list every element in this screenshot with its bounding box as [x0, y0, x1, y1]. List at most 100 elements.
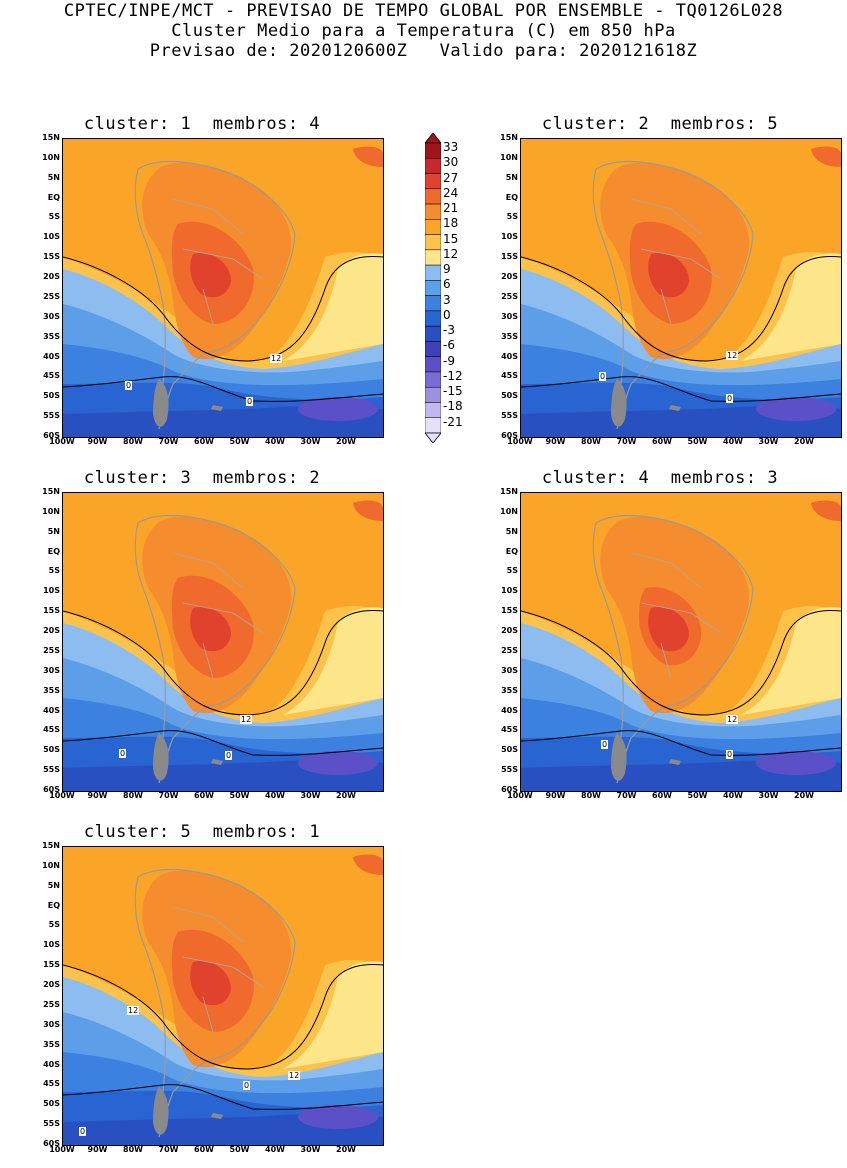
colorbar-label: -18	[443, 399, 463, 414]
lat-tick-label: 55S	[43, 765, 60, 775]
lat-tick-label: 50S	[43, 745, 60, 755]
lat-tick-label: 35S	[501, 685, 518, 695]
coastline	[137, 514, 296, 784]
cold-core	[756, 397, 836, 421]
contour-label: 12	[270, 354, 283, 363]
lat-tick-label: 50S	[43, 391, 60, 401]
temp-field-ne-warm	[353, 146, 383, 167]
cluster-panel-title: cluster: 4 membros: 3	[541, 468, 779, 488]
lon-tick-label: 50W	[687, 791, 708, 800]
coastline	[595, 514, 754, 784]
lon-tick-label: 80W	[581, 437, 601, 446]
lat-tick-label: 5S	[48, 212, 60, 222]
contour-label: 12	[240, 715, 253, 724]
country-borders	[172, 198, 264, 325]
lat-tick-label: 60S	[501, 785, 518, 794]
colorbar-swatch	[424, 234, 442, 251]
contour-12	[521, 609, 841, 716]
lon-tick-label: 40W	[723, 437, 743, 446]
temperature-map: 12 0 0	[520, 138, 842, 438]
falklands	[211, 1113, 223, 1119]
lat-tick-label: 30S	[501, 665, 518, 675]
cold-core	[298, 397, 378, 421]
lon-tick-label: 40W	[723, 791, 743, 800]
contour-label: 0	[79, 1127, 87, 1136]
colorbar-swatch	[424, 371, 442, 388]
figure-title-line1: CPTEC/INPE/MCT - PREVISAO DE TEMPO GLOBA…	[63, 1, 784, 21]
colorbar-swatch	[424, 142, 442, 159]
temp-field-ne-warm	[811, 500, 841, 521]
coastline-west	[134, 168, 166, 385]
cluster-panel-5: cluster: 5 membros: 1 12 12 0 0 15N 10N 5N EQ 5S 1…	[32, 818, 384, 1168]
map-svg	[63, 493, 383, 791]
lat-tick-label: 60S	[501, 431, 518, 440]
lat-tick-label: 10N	[42, 860, 60, 870]
contour-12	[63, 255, 383, 362]
lat-tick-label: 45S	[43, 371, 60, 381]
lat-tick-label: 50S	[43, 1099, 60, 1109]
contour-12	[63, 609, 383, 716]
lat-tick-label: 45S	[501, 725, 518, 735]
lon-tick-label: 90W	[545, 437, 566, 446]
contour-12	[521, 255, 841, 362]
lon-tick-label: 90W	[87, 791, 108, 800]
lon-tick-label: 60W	[194, 1145, 214, 1154]
contour-label: 12	[726, 715, 739, 724]
colorbar-swatch	[424, 280, 442, 296]
lat-tick-label: 10N	[500, 506, 518, 516]
temp-field-9-12	[283, 253, 383, 361]
contour-label: 0	[246, 397, 254, 406]
lon-tick-label: 30W	[300, 1145, 321, 1154]
lon-tick-label: 30W	[758, 437, 779, 446]
lat-tick-label: 5S	[506, 566, 518, 576]
lat-tick-label: 20S	[501, 626, 518, 636]
contour-0	[63, 730, 383, 756]
lat-tick-label: EQ	[47, 900, 60, 910]
cold-core	[298, 751, 378, 775]
lon-tick-label: 60W	[194, 437, 214, 446]
colorbar-swatch	[424, 310, 442, 327]
lat-tick-label: 20S	[43, 626, 60, 636]
temp-field-ne-warm	[353, 854, 383, 875]
lat-tick-label: 5N	[505, 526, 518, 536]
lat-tick-label: 20S	[501, 272, 518, 282]
colorbar-label: -21	[443, 414, 463, 429]
lon-tick-label: 40W	[265, 791, 285, 800]
lat-tick-label: 20S	[43, 980, 60, 990]
contour-label: 12	[726, 351, 739, 360]
map-svg	[521, 493, 841, 791]
lat-tick-label: 5S	[48, 920, 60, 930]
patagonia-land	[153, 1087, 169, 1135]
patagonia-land	[611, 379, 627, 427]
contour-label: 12	[288, 1071, 301, 1080]
colorbar-swatch	[424, 219, 442, 235]
lon-tick-label: 80W	[123, 437, 143, 446]
colorbar-label: 27	[443, 170, 459, 185]
colorbar-swatch	[424, 188, 442, 205]
cluster-panel-title: cluster: 5 membros: 1	[83, 822, 321, 842]
colorbar-label: 6	[443, 277, 451, 292]
temp-field-9-12	[283, 961, 383, 1069]
colorbar-label: 24	[443, 185, 459, 200]
lon-tick-label: 50W	[687, 437, 708, 446]
lon-tick-label: 20W	[794, 437, 814, 446]
lon-tick-label: 40W	[265, 1145, 285, 1154]
lon-tick-label: 60W	[652, 437, 672, 446]
lat-tick-label: 30S	[43, 1019, 60, 1029]
coastline-west	[134, 522, 166, 739]
lat-tick-label: 50S	[501, 745, 518, 755]
lat-tick-label: 25S	[43, 645, 60, 655]
lat-tick-label: EQ	[47, 192, 60, 202]
colorbar-label: 12	[443, 246, 459, 261]
lat-tick-label: 10S	[501, 232, 518, 242]
lat-tick-label: 10S	[43, 940, 60, 950]
contour-label: 0	[601, 740, 609, 749]
temperature-map: 12 0 0	[520, 492, 842, 792]
lat-tick-label: 55S	[43, 411, 60, 421]
colorbar-label: 33	[443, 140, 459, 154]
lat-tick-label: 15S	[501, 606, 518, 616]
colorbar-label: -3	[443, 323, 455, 338]
falklands	[669, 759, 681, 765]
lon-tick-label: 50W	[229, 437, 250, 446]
lat-tick-label: 40S	[43, 1059, 60, 1069]
